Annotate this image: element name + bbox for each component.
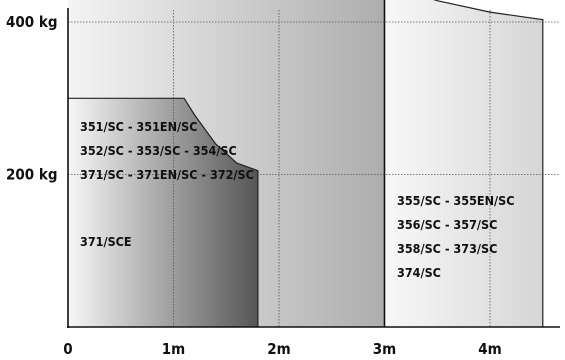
series-3-label: 355/SC - 355EN/SC bbox=[397, 193, 514, 208]
areas-layer bbox=[68, 0, 543, 327]
x-tick-label: 3m bbox=[373, 340, 396, 358]
x-tick-label: 0 bbox=[63, 340, 72, 358]
series-1-label: 351/SC - 351EN/SC bbox=[80, 119, 197, 134]
series-3-label: 356/SC - 357/SC bbox=[397, 217, 497, 232]
series-1-label: 352/SC - 353/SC - 354/SC bbox=[80, 143, 237, 158]
y-tick-label: 200 kg bbox=[6, 166, 58, 184]
series-2-label: 371/SCE bbox=[80, 234, 132, 249]
outlines-layer bbox=[67, 0, 544, 327]
series-1-label: 371/SC - 371EN/SC - 372/SC bbox=[80, 167, 254, 182]
outline-series-2 bbox=[67, 97, 259, 327]
x-tick-label: 2m bbox=[267, 340, 290, 358]
series-3-label: 374/SC bbox=[397, 265, 441, 280]
axes-layer bbox=[67, 8, 560, 328]
area-series-2 bbox=[68, 98, 258, 327]
outline-series-1 bbox=[433, 0, 544, 327]
series-3-label: 358/SC - 373/SC bbox=[397, 241, 497, 256]
area-series-3 bbox=[384, 0, 543, 327]
x-tick-label: 4m bbox=[478, 340, 501, 358]
y-tick-label: 400 kg bbox=[6, 13, 58, 31]
x-tick-label: 1m bbox=[162, 340, 185, 358]
series-labels: 351/SC - 351EN/SC 352/SC - 353/SC - 354/S… bbox=[80, 119, 514, 280]
